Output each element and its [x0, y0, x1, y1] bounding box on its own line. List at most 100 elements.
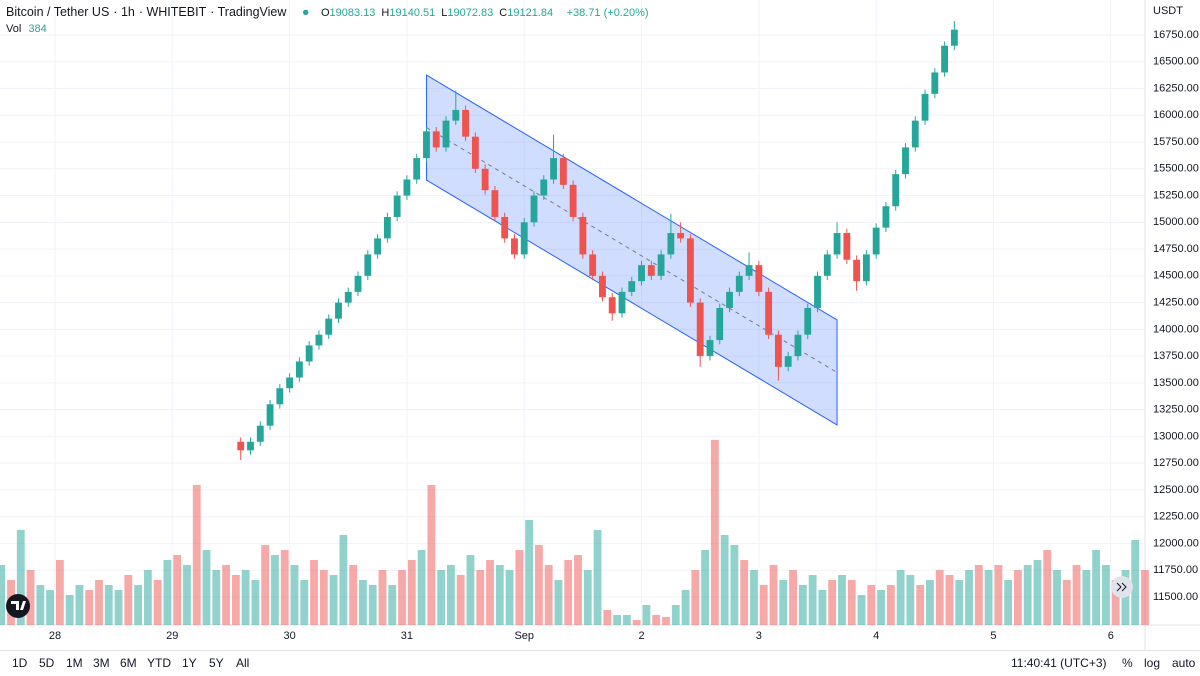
volume-bar: [290, 565, 299, 625]
volume-bar: [114, 590, 123, 625]
volume-bar: [212, 570, 221, 625]
volume-bar: [906, 575, 915, 625]
candle-body: [569, 184, 577, 217]
candle-body: [295, 361, 303, 378]
scroll-icon: [1116, 582, 1127, 592]
volume-bar: [544, 565, 553, 625]
volume-bar: [368, 585, 377, 625]
volume-bar: [945, 575, 954, 625]
candle-body: [745, 265, 753, 276]
volume-bar: [495, 565, 504, 625]
volume-bar: [466, 555, 475, 625]
candle-body: [862, 254, 870, 282]
candle-body: [941, 45, 949, 73]
y-tick-label: 14000.00: [1153, 323, 1199, 335]
candle-body: [520, 222, 528, 255]
volume-bar: [603, 610, 612, 625]
ohlc-key: H: [381, 7, 390, 19]
candle-body: [833, 233, 841, 255]
candle-body: [628, 281, 636, 292]
volume-bar: [691, 570, 700, 625]
range-button[interactable]: YTD: [147, 656, 171, 670]
candle-body: [511, 238, 518, 255]
x-tick-label: 31: [401, 630, 413, 642]
currency[interactable]: USDT: [1153, 5, 1183, 17]
volume-bar: [505, 570, 514, 625]
volume-bar: [1072, 565, 1081, 625]
y-tick-label: 13250.00: [1153, 404, 1199, 416]
volume-bar: [701, 550, 709, 625]
y-tick-label: 13500.00: [1153, 377, 1199, 389]
volume-bar: [867, 585, 876, 625]
candle-body: [872, 227, 880, 255]
ohlc-value: 19083.13: [329, 7, 376, 19]
range-button[interactable]: 1Y: [182, 656, 197, 670]
volume-bar: [417, 550, 426, 625]
volume-bar: [251, 580, 260, 625]
option-button[interactable]: %: [1122, 656, 1133, 670]
candle-body: [559, 158, 567, 185]
candle-body: [902, 147, 909, 175]
candle-body: [393, 195, 401, 217]
volume-bar: [1014, 570, 1022, 625]
candle-body: [276, 388, 284, 405]
candle-body: [814, 275, 821, 308]
scroll-button[interactable]: [1111, 576, 1133, 598]
source: TradingView: [217, 5, 287, 19]
option-button[interactable]: log: [1144, 656, 1161, 670]
volume-bar: [916, 585, 925, 625]
volume-bar: [173, 555, 182, 625]
volume-label: Vol: [6, 23, 22, 35]
range-button[interactable]: All: [236, 656, 250, 670]
y-tick-label: 11750.00: [1153, 564, 1198, 576]
volume-bar: [583, 570, 592, 625]
volume-bar: [818, 590, 827, 625]
candle-body: [755, 265, 763, 292]
candle-body: [286, 377, 294, 389]
volume-bar: [652, 615, 661, 625]
volume-row: Vol 384: [6, 23, 653, 35]
option-button[interactable]: auto: [1172, 656, 1196, 670]
volume-bar: [456, 575, 465, 625]
volume-bar: [1101, 565, 1110, 625]
candle-body: [462, 109, 469, 137]
candle-body: [706, 340, 714, 357]
x-tick-label: 5: [990, 630, 996, 642]
logo: [6, 594, 30, 618]
candle-body: [784, 356, 792, 367]
volume-bar: [554, 580, 563, 625]
volume-bar: [798, 585, 807, 625]
candle-body: [442, 120, 450, 148]
volume-bar: [1023, 565, 1032, 625]
candle-body: [608, 297, 616, 314]
range-button[interactable]: 3M: [93, 656, 110, 670]
volume-bar: [339, 535, 348, 625]
range-button[interactable]: 1D: [12, 656, 28, 670]
candle-body: [550, 158, 557, 180]
x-tick-label: 29: [166, 630, 178, 642]
candle-body: [921, 93, 929, 121]
y-tick-label: 13000.00: [1153, 430, 1199, 442]
volume-bar: [271, 555, 279, 625]
range-button[interactable]: 1M: [66, 656, 83, 670]
volume-bar: [310, 560, 318, 625]
volume-bar: [222, 565, 230, 625]
candle-body: [677, 233, 685, 239]
volume-bar: [515, 550, 524, 625]
y-tick-label: 16750.00: [1153, 29, 1199, 41]
volume-bar: [828, 580, 837, 625]
volume-bar: [877, 590, 885, 625]
volume-bar: [46, 590, 55, 625]
x-tick-label: 30: [283, 630, 295, 642]
x-tick-label: 2: [638, 630, 644, 642]
volume-bar: [1004, 580, 1013, 625]
volume-bar: [632, 620, 641, 625]
y-tick-label: 12250.00: [1153, 511, 1199, 523]
volume-bar: [349, 565, 358, 625]
range-button[interactable]: 5D: [39, 656, 55, 670]
range-button[interactable]: 5Y: [209, 656, 224, 670]
candle-body: [374, 238, 382, 255]
volume-bar: [662, 617, 670, 625]
range-button[interactable]: 6M: [120, 656, 137, 670]
volume-bar: [75, 585, 84, 625]
